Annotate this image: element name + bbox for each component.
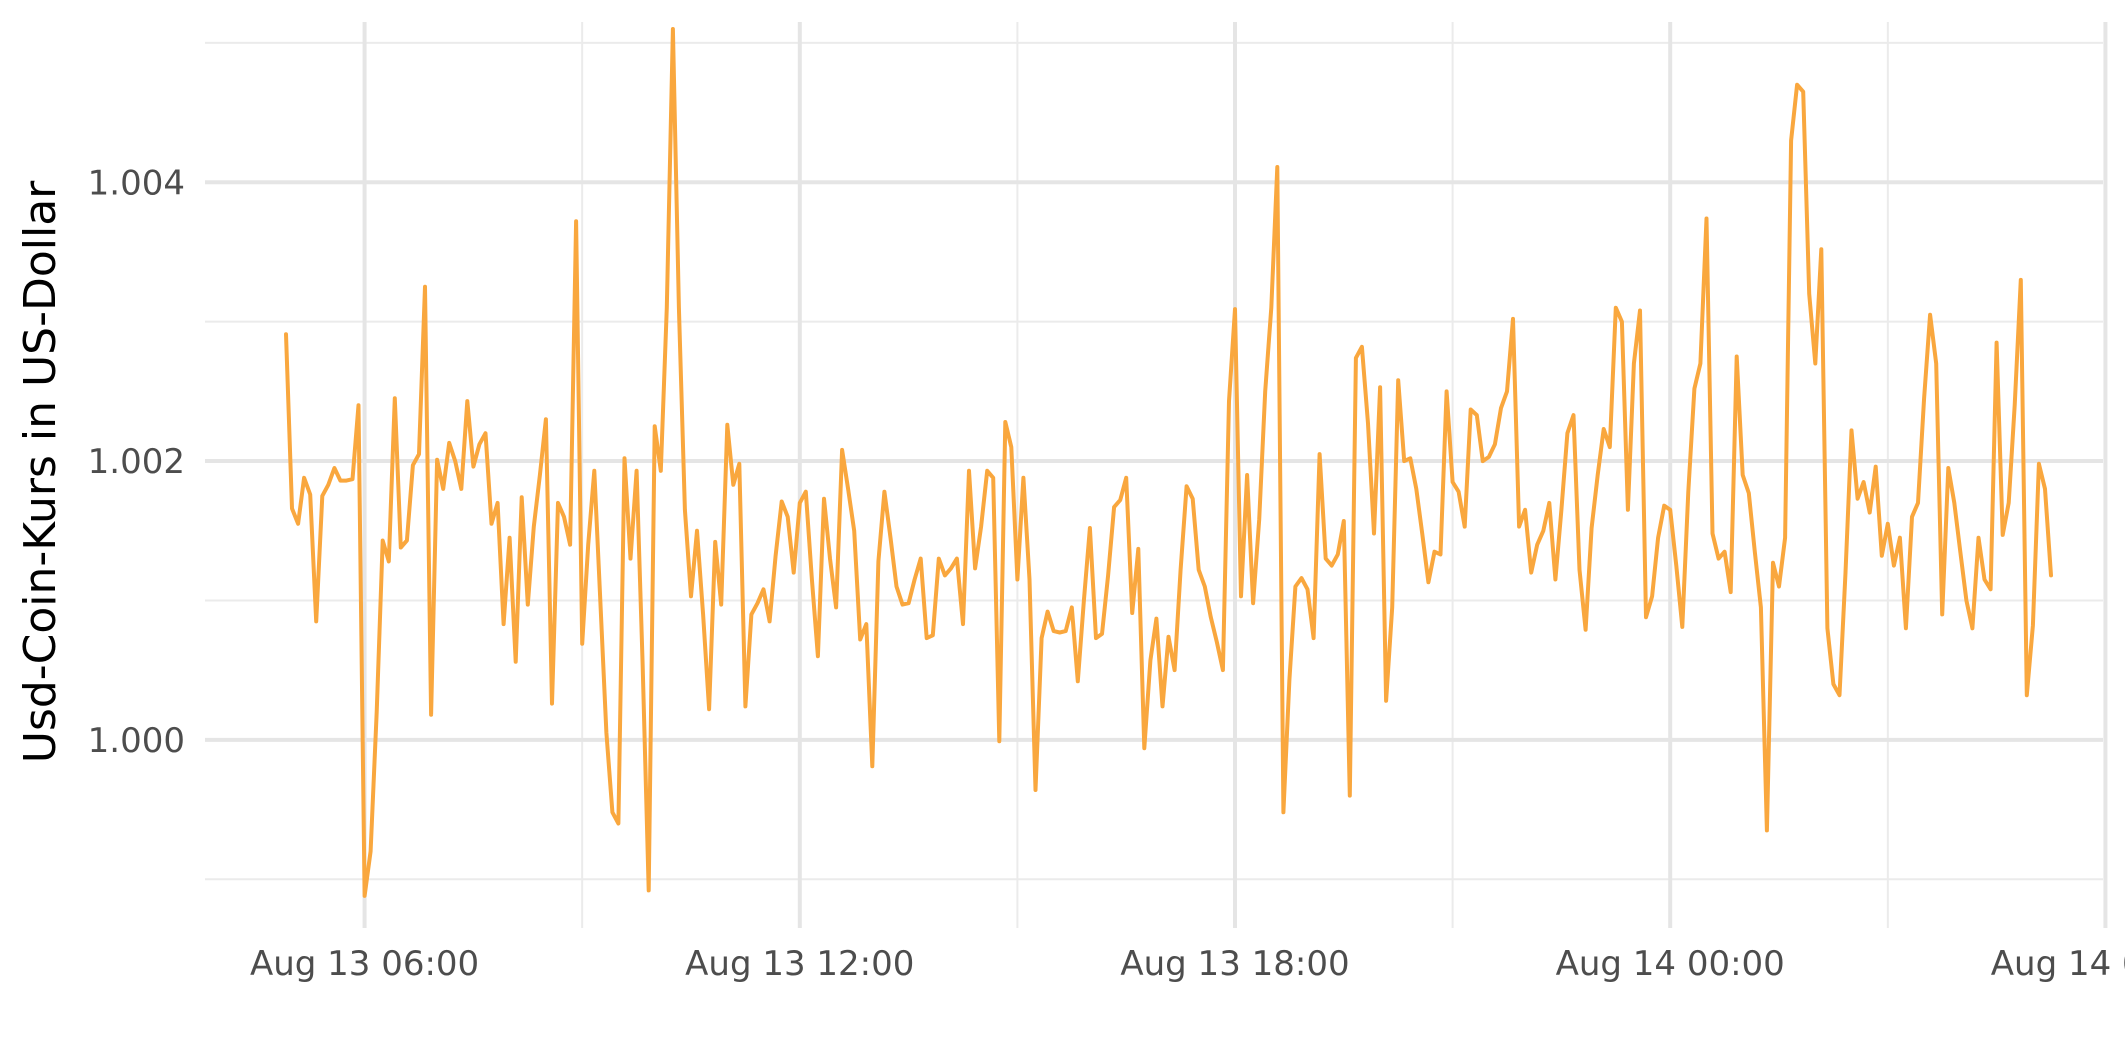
- minor-gridlines: [205, 22, 2103, 928]
- series-layer: [284, 27, 2053, 898]
- y-axis-tick-labels: 1.000 1.002 1.004: [88, 163, 185, 761]
- x-tick-label: Aug 14 06:00: [1991, 944, 2125, 984]
- y-tick-label: 1.000: [88, 721, 185, 761]
- x-tick-label: Aug 13 12:00: [685, 944, 914, 984]
- x-tick-label: Aug 13 18:00: [1120, 944, 1349, 984]
- series-line: [284, 27, 2053, 898]
- x-axis-tick-labels: Aug 13 06:00 Aug 13 12:00 Aug 13 18:00 Aug …: [250, 944, 2125, 984]
- y-axis-title: Usd-Coin-Kurs in US-Dollar: [15, 180, 66, 763]
- y-tick-label: 1.004: [88, 163, 185, 203]
- x-tick-label: Aug 13 06:00: [250, 944, 479, 984]
- y-tick-label: 1.002: [88, 442, 185, 482]
- x-tick-label: Aug 14 00:00: [1556, 944, 1785, 984]
